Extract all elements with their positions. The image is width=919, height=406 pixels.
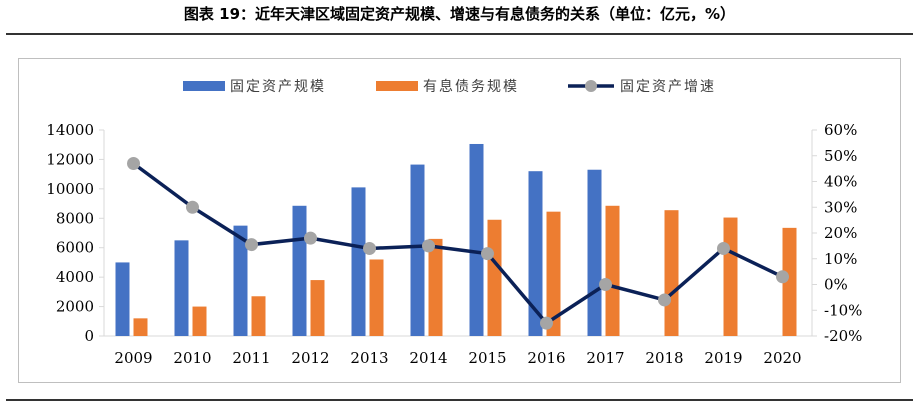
legend-label-debt: 有息债务规模 [423, 78, 519, 95]
y-tick-label-right: 20% [824, 224, 857, 242]
y-tick-label-right: 0% [824, 276, 848, 294]
y-tick-label-right: 60% [824, 121, 857, 139]
y-tick-label-right: 10% [824, 250, 857, 268]
y-tick-label-left: 12000 [46, 150, 94, 168]
growth-point [599, 278, 612, 291]
growth-point [304, 231, 317, 245]
growth-point [127, 156, 140, 170]
y-tick-label-left: 0 [84, 327, 94, 345]
growth-point [540, 316, 553, 330]
bar-debt [133, 318, 148, 336]
y-tick-label-left: 14000 [46, 121, 94, 139]
legend-label-growth: 固定资产增速 [620, 79, 716, 95]
bar-debt [605, 205, 620, 336]
growth-point [481, 247, 494, 261]
bar-debt [251, 296, 266, 336]
bar-fixed-assets [115, 262, 130, 336]
bar-debt [723, 217, 738, 336]
x-tick-label: 2016 [527, 349, 565, 367]
bar-debt [664, 210, 679, 336]
bar-debt [428, 238, 443, 336]
y-tick-label-right: 40% [824, 173, 857, 191]
x-tick-label: 2012 [291, 349, 329, 367]
bar-debt [310, 280, 325, 336]
bar-fixed-assets [587, 169, 602, 336]
bar-debt [192, 306, 207, 336]
growth-point [245, 238, 258, 252]
growth-point [717, 241, 730, 255]
x-tick-label: 2015 [468, 349, 506, 367]
y-tick-label-right: -10% [824, 301, 862, 319]
x-tick-label: 2020 [763, 349, 801, 367]
y-tick-label-left: 8000 [56, 209, 94, 227]
y-tick-label-right: -20% [824, 327, 862, 345]
y-tick-label-left: 6000 [56, 239, 94, 257]
growth-point [422, 239, 435, 253]
bar-debt [487, 219, 502, 336]
chart-title: 图表 19：近年天津区域固定资产规模、增速与有息债务的关系（单位：亿元，%） [183, 5, 736, 23]
x-tick-label: 2013 [350, 349, 388, 367]
growth-point [776, 270, 789, 284]
bar-debt [546, 211, 561, 336]
legend-swatch-debt [376, 81, 418, 91]
bar-fixed-assets [174, 240, 189, 336]
growth-point [186, 200, 199, 214]
x-tick-label: 2017 [586, 349, 624, 367]
legend-marker-growth [585, 80, 597, 92]
legend-swatch-fixed-assets [183, 81, 225, 91]
bar-debt [369, 259, 384, 336]
bar-fixed-assets [528, 171, 543, 336]
x-tick-label: 2010 [173, 349, 211, 367]
growth-point [363, 241, 376, 255]
bar-fixed-assets [410, 164, 425, 336]
bar-debt [782, 227, 797, 336]
x-tick-label: 2009 [114, 349, 152, 367]
x-tick-label: 2019 [704, 349, 742, 367]
x-tick-label: 2018 [645, 349, 683, 367]
y-tick-label-right: 30% [824, 198, 857, 216]
y-tick-label-left: 2000 [56, 298, 94, 316]
growth-point [658, 293, 671, 307]
top-rule [6, 33, 913, 35]
legend-label-fixed-assets: 固定资产规模 [230, 79, 326, 95]
y-tick-label-right: 50% [824, 147, 857, 165]
bar-fixed-assets [469, 143, 484, 336]
growth-line [132, 162, 784, 325]
chart-panel [18, 58, 901, 383]
bar-fixed-assets [292, 205, 307, 336]
x-tick-label: 2011 [232, 349, 270, 367]
bar-fixed-assets [351, 187, 366, 336]
y-tick-label-left: 4000 [56, 268, 94, 286]
x-tick-label: 2014 [409, 349, 447, 367]
y-tick-label-left: 10000 [46, 180, 94, 198]
bottom-rule [6, 399, 913, 401]
bar-fixed-assets [233, 225, 248, 336]
